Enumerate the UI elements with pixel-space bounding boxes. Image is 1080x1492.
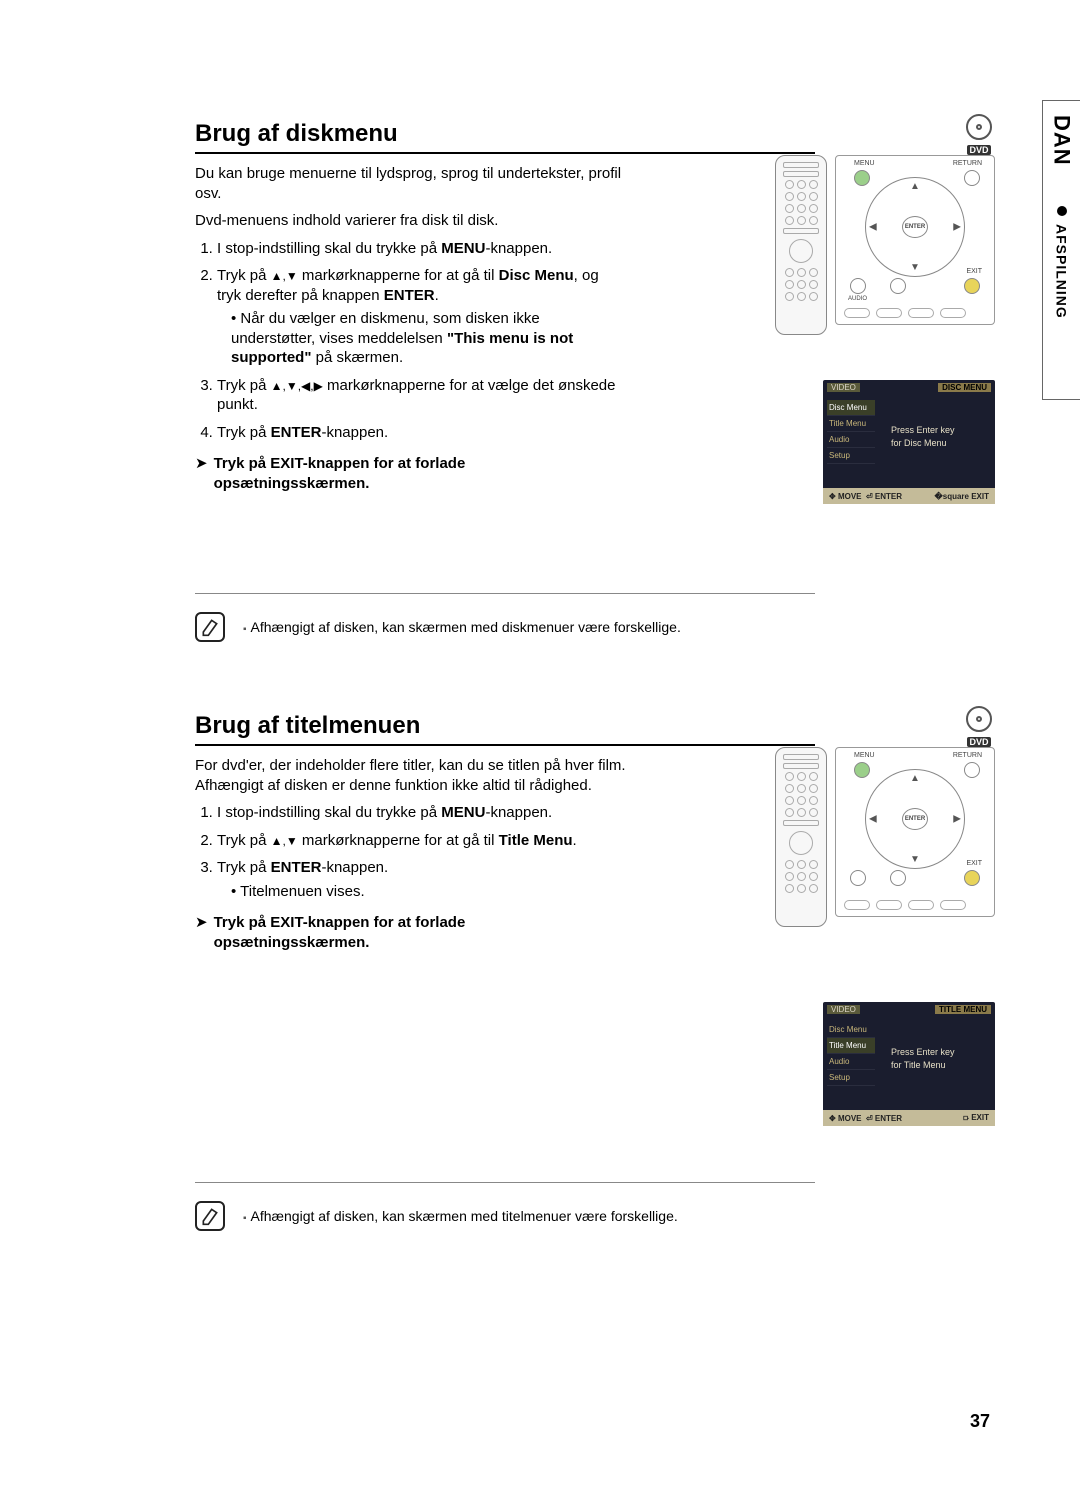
menu-item: Title Menu	[827, 1038, 875, 1054]
osd-screen: VIDEO DISC MENU Disc Menu Title Menu Aud…	[823, 380, 995, 504]
steps-list: I stop-indstilling skal du trykke på MEN…	[195, 239, 625, 443]
step-1: I stop-indstilling skal du trykke på MEN…	[217, 239, 625, 259]
side-tab: DAN AFSPILNING	[1042, 100, 1080, 400]
step-2-bullet: Når du vælger en diskmenu, som disken ik…	[231, 309, 625, 368]
section-disc-menu: DVD Brug af diskmenu Du kan bruge menuer…	[195, 120, 990, 642]
dvd-label: DVD	[967, 737, 990, 747]
square-bullet-icon: ▪	[243, 624, 247, 635]
dvd-badge: DVD	[963, 706, 995, 750]
return-button-icon	[964, 762, 980, 778]
bullet-dot	[1057, 206, 1067, 216]
disc-icon	[966, 706, 992, 732]
osd-screen: VIDEO TITLE MENU Disc Menu Title Menu Au…	[823, 1002, 995, 1126]
step-3: Tryk på ▲,▼,◀,▶ markørknapperne for at v…	[217, 376, 625, 415]
exit-note: ➤ Tryk på EXIT-knappen for at forlade op…	[195, 913, 625, 952]
menu-item: Disc Menu	[827, 1022, 875, 1038]
menu-item: Disc Menu	[827, 400, 875, 416]
dvd-label: DVD	[967, 145, 990, 155]
screen-figure: VIDEO TITLE MENU Disc Menu Title Menu Au…	[823, 1002, 995, 1126]
page-number: 37	[970, 1411, 990, 1432]
intro-text-2: Dvd-menuens indhold varierer fra disk ti…	[195, 211, 625, 231]
note-row: ▪Afhængigt af disken, kan skærmen med di…	[195, 593, 815, 642]
intro-text-1: Du kan bruge menuerne til lydsprog, spro…	[195, 164, 625, 203]
step-3: Tryk på ENTER-knappen. Titelmenuen vises…	[217, 858, 625, 901]
menu-item: Title Menu	[827, 416, 875, 432]
manual-page: DAN AFSPILNING DVD Brug af diskmenu Du k…	[0, 0, 1080, 1492]
controller-illustration: MENU RETURN ▲▼◀▶ ENTER EXIT AUDIO	[835, 155, 995, 325]
subtitle-button-icon	[890, 278, 906, 294]
heading-disc-menu: Brug af diskmenu	[195, 120, 815, 154]
step-3-bullet: Titelmenuen vises.	[231, 882, 625, 902]
section-title-menu: DVD Brug af titelmenuen For dvd'er, der …	[195, 712, 990, 1231]
heading-title-menu: Brug af titelmenuen	[195, 712, 815, 746]
up-down-icon: ▲,▼	[271, 269, 298, 283]
remote-controller-figure: MENU RETURN ▲▼◀▶ ENTER EXIT	[775, 747, 995, 927]
remote-controller-figure: MENU RETURN ▲▼◀▶ ENTER EXIT AUDIO	[775, 155, 995, 335]
section-name: AFSPILNING	[1054, 224, 1070, 319]
step-2: Tryk på ▲,▼ markørknapperne for at gå ti…	[217, 266, 625, 368]
step-1: I stop-indstilling skal du trykke på MEN…	[217, 803, 625, 823]
screen-figure: VIDEO DISC MENU Disc Menu Title Menu Aud…	[823, 380, 995, 504]
menu-item: Audio	[827, 432, 875, 448]
menu-item: Setup	[827, 448, 875, 464]
note-row: ▪Afhængigt af disken, kan skærmen med ti…	[195, 1182, 815, 1231]
note-icon	[195, 1201, 225, 1231]
exit-button-icon	[964, 278, 980, 294]
intro-text: For dvd'er, der indeholder flere titler,…	[195, 756, 675, 795]
up-down-icon: ▲,▼	[271, 834, 298, 848]
dpad-icon: ▲▼◀▶ ENTER	[865, 177, 965, 277]
audio-button-icon	[850, 870, 866, 886]
pointer-icon: ➤	[195, 913, 208, 933]
controller-illustration: MENU RETURN ▲▼◀▶ ENTER EXIT	[835, 747, 995, 917]
all-dir-icon: ▲,▼,◀,▶	[271, 379, 323, 393]
step-2: Tryk på ▲,▼ markørknapperne for at gå ti…	[217, 831, 625, 851]
remote-illustration	[775, 747, 827, 927]
exit-note: ➤ Tryk på EXIT-knappen for at forlade op…	[195, 454, 625, 493]
disc-icon	[966, 114, 992, 140]
steps-list: I stop-indstilling skal du trykke på MEN…	[195, 803, 625, 901]
subtitle-button-icon	[890, 870, 906, 886]
menu-item: Audio	[827, 1054, 875, 1070]
menu-item: Setup	[827, 1070, 875, 1086]
dpad-icon: ▲▼◀▶ ENTER	[865, 769, 965, 869]
square-bullet-icon: ▪	[243, 1213, 247, 1224]
language-code: DAN	[1049, 115, 1075, 166]
note-icon	[195, 612, 225, 642]
audio-button-icon	[850, 278, 866, 294]
remote-illustration	[775, 155, 827, 335]
return-button-icon	[964, 170, 980, 186]
exit-button-icon	[964, 870, 980, 886]
dvd-badge: DVD	[963, 114, 995, 158]
step-4: Tryk på ENTER-knappen.	[217, 423, 625, 443]
pointer-icon: ➤	[195, 454, 208, 474]
